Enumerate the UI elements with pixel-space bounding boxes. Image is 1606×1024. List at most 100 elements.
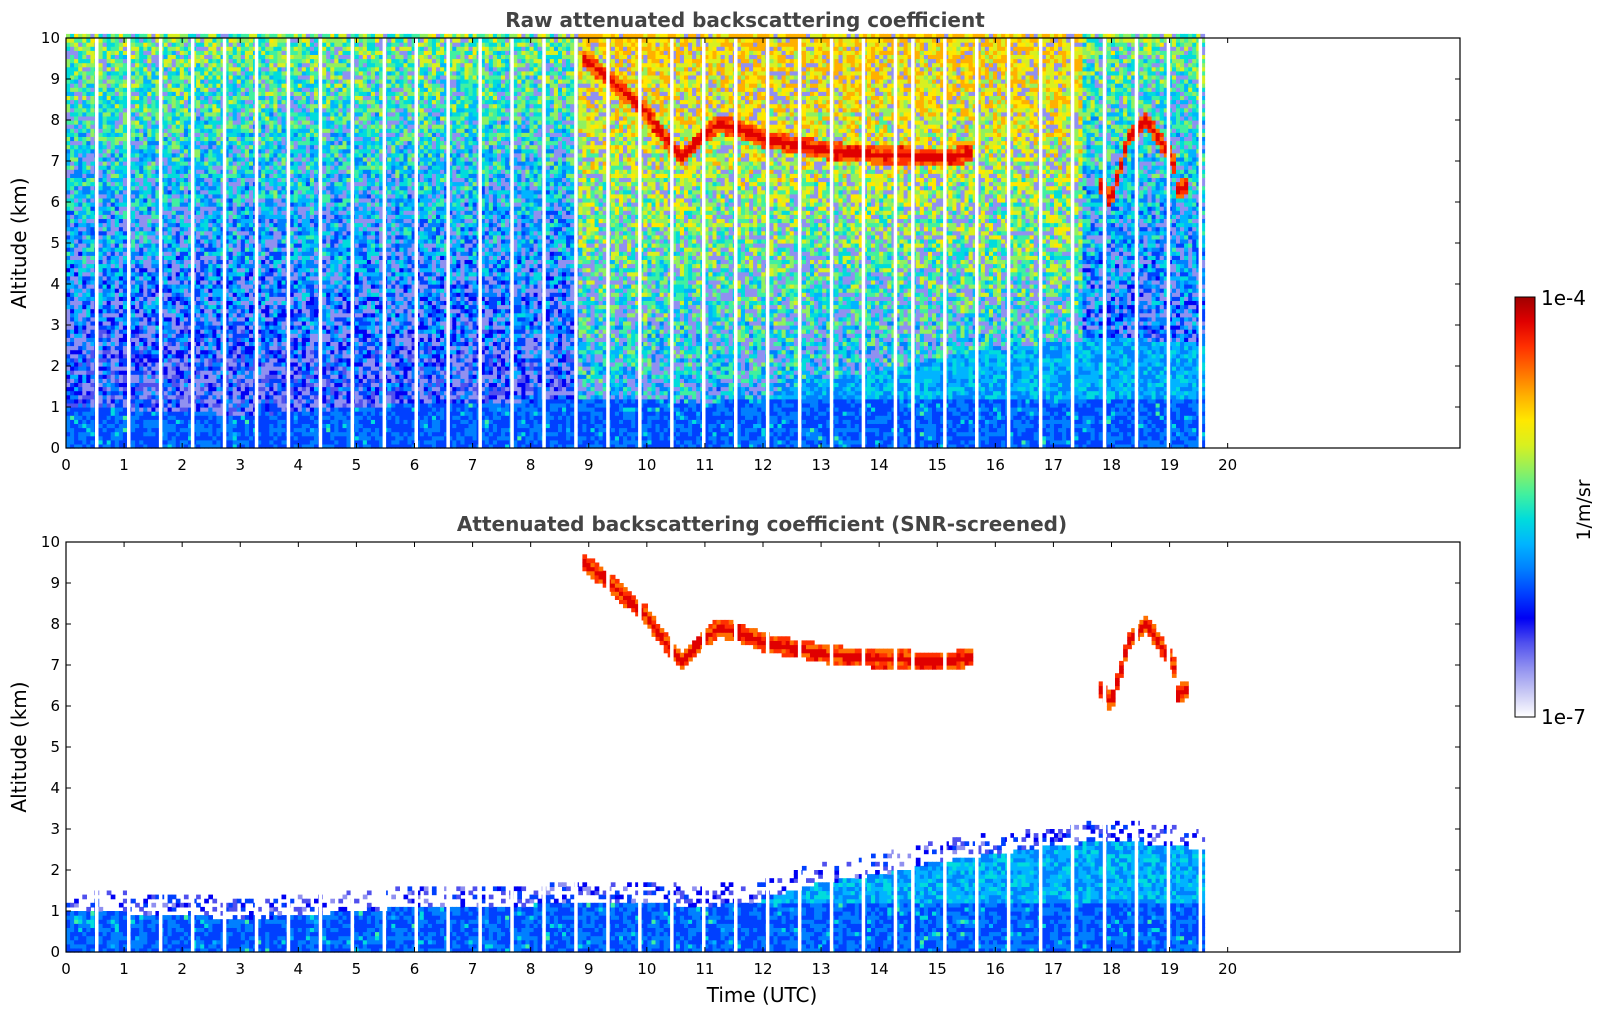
heatmap-cell	[74, 243, 79, 248]
heatmap-cell	[99, 149, 104, 154]
heatmap-cell	[70, 71, 75, 76]
heatmap-cell	[103, 268, 108, 273]
heatmap-cell	[82, 136, 87, 141]
heatmap-cell	[111, 124, 116, 129]
heatmap-cell	[99, 116, 104, 121]
heatmap-cell	[86, 75, 91, 80]
heatmap-cell	[103, 346, 108, 351]
heatmap-cell	[66, 91, 71, 96]
heatmap-cell	[90, 83, 95, 88]
heatmap-cell	[90, 239, 95, 244]
heatmap-cell	[115, 399, 120, 404]
heatmap-cell	[111, 268, 116, 273]
heatmap-cell	[119, 272, 124, 277]
heatmap-cell	[119, 165, 124, 170]
heatmap-cell	[78, 395, 83, 400]
heatmap-cell	[103, 83, 108, 88]
heatmap-cell	[66, 378, 71, 383]
heatmap-cell	[119, 235, 124, 240]
heatmap-cell	[90, 206, 95, 211]
heatmap-cell	[66, 300, 71, 305]
heatmap-cell	[70, 366, 75, 371]
heatmap-cell	[99, 108, 104, 113]
heatmap-cell	[119, 104, 124, 109]
heatmap-cell	[123, 391, 128, 396]
heatmap-cell	[70, 346, 75, 351]
heatmap-cell	[82, 71, 87, 76]
heatmap-cell	[123, 120, 128, 125]
heatmap-cell	[111, 132, 116, 137]
heatmap-cell	[74, 210, 79, 215]
heatmap-cell	[86, 313, 91, 318]
heatmap-cell	[70, 382, 75, 387]
heatmap-cell	[99, 231, 104, 236]
heatmap-cell	[107, 108, 112, 113]
heatmap-cell	[90, 95, 95, 100]
heatmap-cell	[78, 218, 83, 223]
heatmap-cell	[70, 387, 75, 392]
heatmap-cell	[86, 255, 91, 260]
heatmap-cell	[123, 231, 128, 236]
heatmap-cell	[115, 182, 120, 187]
heatmap-cell	[123, 255, 128, 260]
heatmap-cell	[111, 87, 116, 92]
heatmap-cell	[74, 182, 79, 187]
heatmap-cell	[115, 128, 120, 133]
heatmap-cell	[99, 67, 104, 72]
heatmap-cell	[111, 169, 116, 174]
heatmap-cell	[111, 292, 116, 297]
heatmap-cell	[70, 247, 75, 252]
heatmap-cell	[86, 227, 91, 232]
heatmap-cell	[86, 149, 91, 154]
heatmap-cell	[82, 87, 87, 92]
heatmap-cell	[99, 190, 104, 195]
heatmap-cell	[74, 223, 79, 228]
heatmap-cell	[99, 305, 104, 310]
heatmap-cell	[123, 276, 128, 281]
heatmap-cell	[103, 387, 108, 392]
heatmap-cell	[90, 177, 95, 182]
heatmap-cell	[123, 128, 128, 133]
heatmap-cell	[111, 354, 116, 359]
panel-title: Raw attenuated backscattering coefficien…	[505, 8, 985, 32]
heatmap-cell	[78, 177, 83, 182]
heatmap-cell	[103, 136, 108, 141]
heatmap-cell	[123, 346, 128, 351]
heatmap-cell	[74, 67, 79, 72]
heatmap-cell	[103, 194, 108, 199]
heatmap-cell	[115, 317, 120, 322]
heatmap-cell	[99, 391, 104, 396]
heatmap-cell	[111, 136, 116, 141]
heatmap-cell	[119, 428, 124, 433]
heatmap-cell	[66, 317, 71, 322]
heatmap-cell	[99, 255, 104, 260]
heatmap-cell	[119, 350, 124, 355]
heatmap-cell	[86, 411, 91, 416]
heatmap-cell	[107, 407, 112, 412]
heatmap-cell	[103, 321, 108, 326]
heatmap-cell	[107, 350, 112, 355]
heatmap-cell	[111, 182, 116, 187]
heatmap-cell	[119, 71, 124, 76]
heatmap-cell	[115, 149, 120, 154]
heatmap-cell	[115, 280, 120, 285]
heatmap-cell	[66, 399, 71, 404]
heatmap-cell	[66, 67, 71, 72]
heatmap-cell	[90, 124, 95, 129]
heatmap-cell	[78, 108, 83, 113]
heatmap-cell	[99, 411, 104, 416]
heatmap-cell	[78, 288, 83, 293]
heatmap-cell	[115, 67, 120, 72]
heatmap-cell	[123, 141, 128, 146]
heatmap-cell	[123, 350, 128, 355]
heatmap-cell	[82, 423, 87, 428]
heatmap-cell	[74, 374, 79, 379]
heatmap-cell	[103, 428, 108, 433]
heatmap-cell	[82, 296, 87, 301]
heatmap-cell	[103, 46, 108, 51]
heatmap-cell	[86, 100, 91, 105]
heatmap-cell	[74, 132, 79, 137]
heatmap-cell	[70, 210, 75, 215]
heatmap-cell	[78, 169, 83, 174]
heatmap-cell	[86, 95, 91, 100]
